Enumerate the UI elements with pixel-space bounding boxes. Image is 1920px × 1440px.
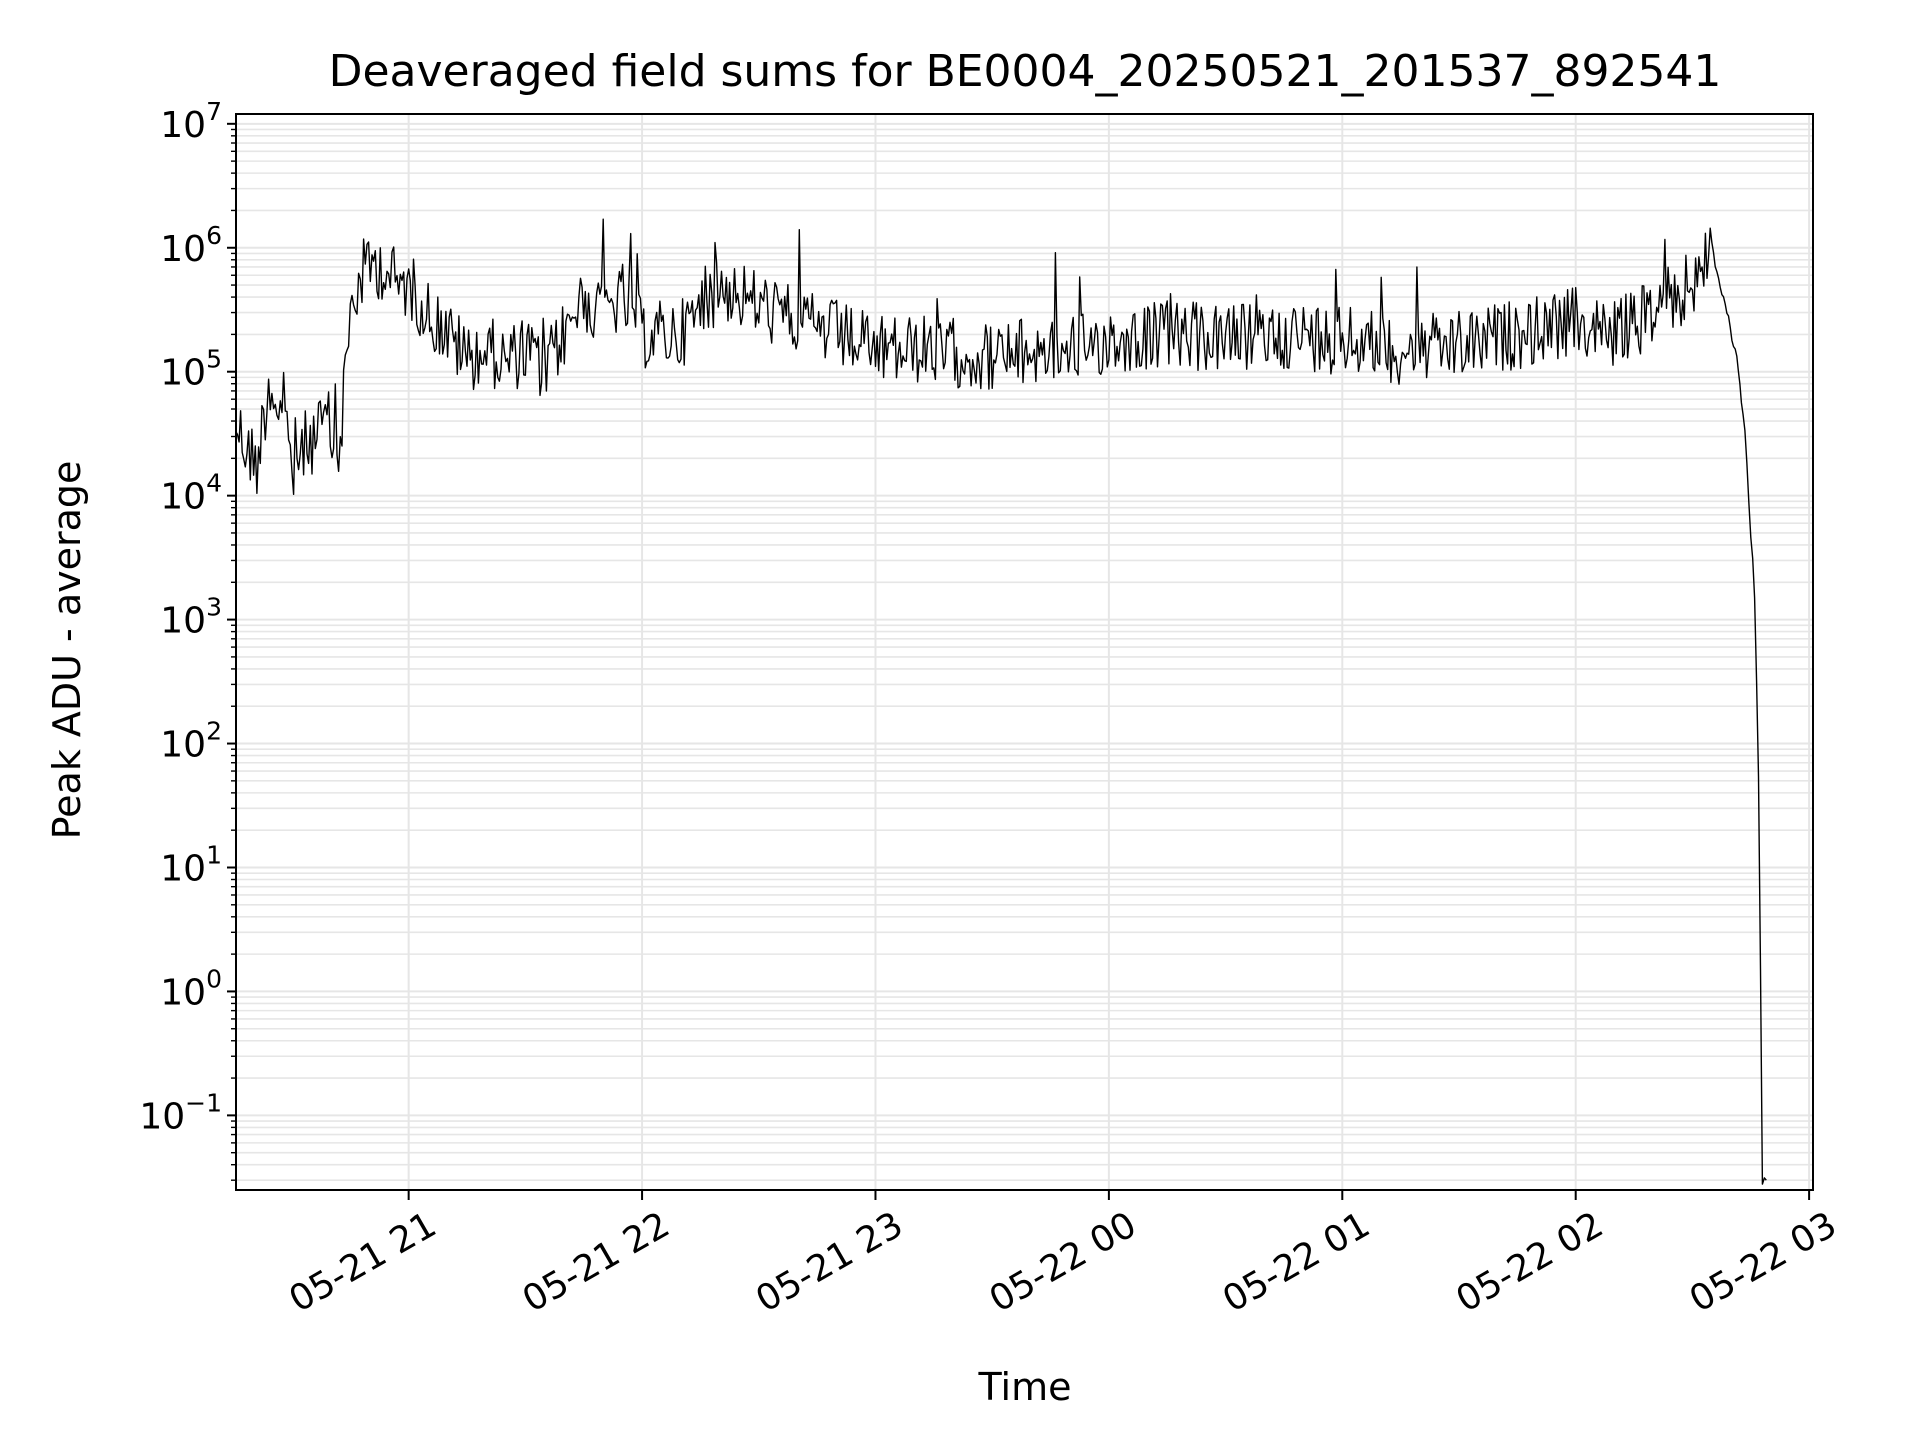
chart-title: Deaveraged field sums for BE0004_2025052… bbox=[329, 46, 1722, 97]
y-tick-label: 103 bbox=[160, 593, 222, 642]
y-tick-label: 104 bbox=[160, 469, 222, 518]
y-tick-label: 101 bbox=[160, 840, 222, 889]
y-axis-label: Peak ADU - average bbox=[45, 461, 89, 840]
y-axis: 10−1 100 101 102 103 104 105 106 107 bbox=[139, 97, 236, 1181]
x-axis-label: Time bbox=[978, 1365, 1072, 1409]
plot-frame bbox=[235, 113, 1814, 1191]
y-tick-label: 105 bbox=[160, 345, 222, 394]
series-layer bbox=[235, 218, 1767, 1185]
grid bbox=[236, 114, 1813, 1190]
y-tick-label: 102 bbox=[160, 717, 222, 766]
y-tick-label: 10−1 bbox=[139, 1088, 222, 1137]
y-tick-label: 107 bbox=[160, 97, 222, 146]
y-tick-label: 100 bbox=[160, 964, 222, 1013]
series-line bbox=[235, 218, 1767, 1185]
y-tick-label: 106 bbox=[160, 221, 222, 270]
